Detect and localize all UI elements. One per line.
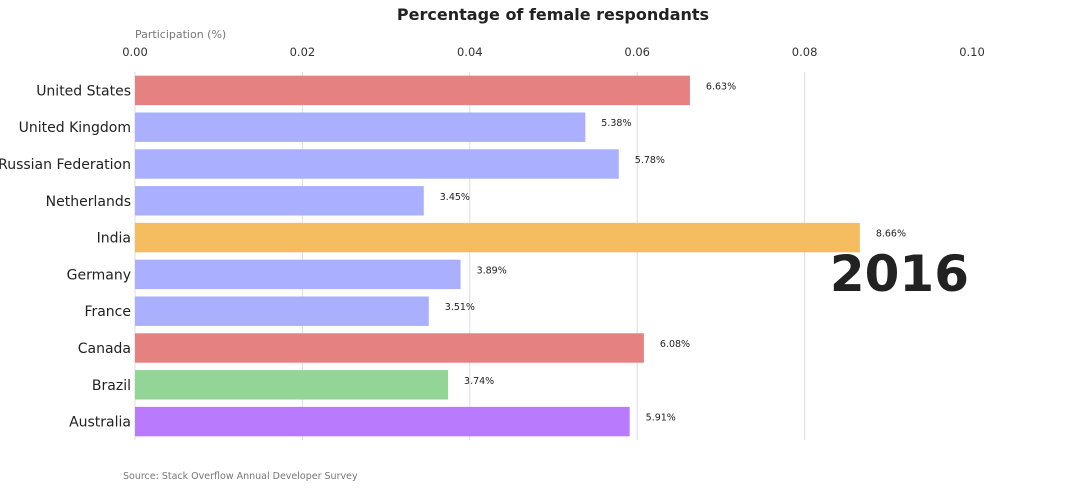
category-label: Netherlands [46, 194, 131, 210]
bar [135, 75, 690, 106]
bar [135, 370, 449, 400]
bars [135, 75, 860, 437]
bar [135, 333, 644, 363]
x-tick-label: 0.04 [457, 45, 483, 59]
category-labels: United States United Kingdom Russian Feder… [0, 83, 131, 430]
bar [135, 186, 424, 216]
bar [135, 112, 586, 142]
category-label: France [84, 304, 131, 320]
data-label: 3.89% [477, 265, 507, 276]
category-label: Australia [69, 415, 131, 431]
x-tick-label: 0.08 [792, 45, 818, 59]
data-label: 5.91% [646, 413, 676, 424]
bar [135, 259, 461, 290]
category-label: Russian Federation [0, 157, 131, 173]
chart-title: Percentage of female respondants [397, 5, 709, 24]
category-label: United States [36, 83, 131, 99]
category-label: United Kingdom [19, 120, 131, 136]
category-label: Germany [67, 267, 131, 283]
x-tick-label: 0.10 [959, 45, 985, 59]
data-label: 6.63% [706, 81, 736, 92]
data-label: 3.74% [464, 376, 494, 387]
bar [135, 296, 429, 326]
bar [135, 222, 860, 253]
data-label: 3.45% [440, 192, 470, 203]
bar [135, 149, 619, 179]
category-label: Brazil [92, 378, 131, 394]
year-annotation: 2016 [830, 245, 969, 303]
data-label: 5.38% [601, 118, 631, 129]
bar [135, 406, 630, 437]
data-label: 6.08% [660, 339, 690, 350]
data-label: 3.51% [445, 302, 475, 313]
x-axis-label: Participation (%) [135, 28, 226, 41]
source-note: Source: Stack Overflow Annual Developer … [123, 471, 358, 482]
x-tick-label: 0.02 [290, 45, 316, 59]
data-label: 5.78% [635, 155, 665, 166]
data-labels: 6.63% 5.38% 5.78% 3.45% 8.66% 3.89% 3.51% 6.08%… [440, 81, 906, 423]
x-tick-label: 0.06 [624, 45, 650, 59]
data-label: 8.66% [876, 229, 906, 240]
x-tick-label: 0.00 [122, 45, 148, 59]
category-label: India [97, 231, 131, 247]
category-label: Canada [78, 341, 131, 357]
x-tick-labels: 0.00 0.02 0.04 0.06 0.08 0.10 [122, 45, 985, 59]
